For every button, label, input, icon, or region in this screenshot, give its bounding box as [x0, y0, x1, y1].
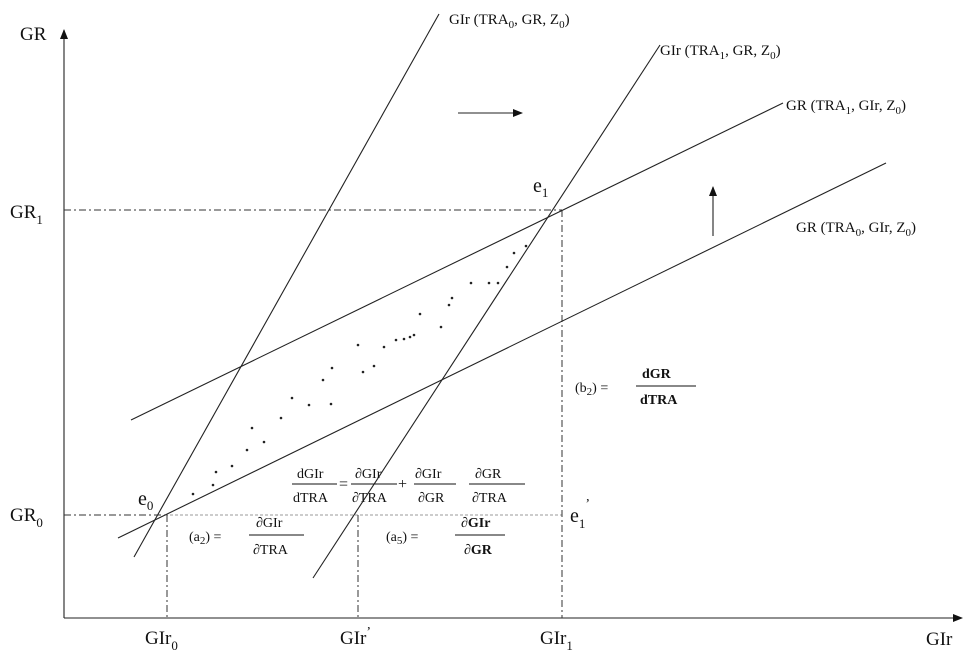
- svg-text:(a5) =: (a5) =: [386, 530, 419, 547]
- adjustment-path-dots: [191, 244, 528, 496]
- path-dot: [496, 281, 500, 285]
- x-tick-gir1: GIr1: [540, 628, 573, 653]
- svg-text:∂GR: ∂GR: [475, 467, 502, 482]
- path-dot: [191, 492, 195, 496]
- path-dot: [524, 244, 528, 248]
- path-dot: [211, 483, 215, 487]
- path-dot: [279, 416, 283, 420]
- total-derivative-equation: dGIr dTRA = ∂GIr ∂TRA + ∂GIr ∂GR ∂GR ∂TR…: [292, 467, 525, 506]
- path-dot: [450, 296, 454, 300]
- point-e1: e1: [533, 175, 548, 200]
- svg-text:dTRA: dTRA: [640, 393, 678, 408]
- path-dot: [250, 426, 254, 430]
- point-e1-prime: e1’: [570, 497, 590, 531]
- svg-text:∂GIr: ∂GIr: [256, 516, 283, 531]
- path-dot: [245, 448, 249, 452]
- svg-text:(b2) =: (b2) =: [575, 381, 608, 398]
- a5-equation: (a5) = ∂GIr ∂GR: [386, 516, 505, 558]
- svg-text:=: =: [339, 476, 348, 493]
- path-dot: [382, 345, 386, 349]
- path-dot: [447, 303, 451, 307]
- svg-text:∂TRA: ∂TRA: [253, 543, 289, 558]
- svg-text:dGIr: dGIr: [297, 467, 324, 482]
- svg-text:∂GIr: ∂GIr: [461, 516, 490, 531]
- path-dot: [290, 396, 294, 400]
- y-tick-gr0: GR0: [10, 505, 43, 530]
- gr-tra1-label: GR (TRA1, GIr, Z0): [786, 98, 906, 117]
- svg-text:∂GIr: ∂GIr: [355, 467, 382, 482]
- path-dot: [512, 251, 516, 255]
- x-tick-gir0: GIr0: [145, 628, 178, 653]
- gr-tra0-label: GR (TRA0, GIr, Z0): [796, 220, 916, 239]
- gr-curve-tra1: [130, 102, 784, 421]
- svg-text:∂TRA: ∂TRA: [352, 491, 388, 506]
- path-dot: [230, 464, 234, 468]
- svg-text:+: +: [398, 476, 407, 493]
- point-e0: e0: [138, 488, 153, 513]
- b2-equation: (b2) = dGR dTRA: [575, 367, 696, 408]
- gr-curve-tra0: [117, 162, 887, 539]
- path-dot: [412, 333, 416, 337]
- path-dot: [408, 335, 412, 339]
- path-dot: [361, 370, 365, 374]
- path-dot: [356, 343, 360, 347]
- path-dot: [262, 440, 266, 444]
- gir-curve-tra1: [312, 44, 661, 579]
- path-dot: [321, 378, 325, 382]
- svg-text:∂GR: ∂GR: [464, 543, 493, 558]
- svg-text:dTRA: dTRA: [293, 491, 329, 506]
- svg-text:∂GIr: ∂GIr: [415, 467, 442, 482]
- svg-text:∂GR: ∂GR: [418, 491, 445, 506]
- gir-tra0-label: GIr (TRA0, GR, Z0): [449, 12, 570, 31]
- path-dot: [469, 281, 473, 285]
- path-dot: [418, 312, 422, 316]
- gir-tra1-label: GIr (TRA1, GR, Z0): [660, 43, 781, 62]
- x-tick-gir-prime: GIr’: [340, 625, 371, 649]
- path-dot: [402, 337, 406, 341]
- x-axis-label: GIr: [926, 629, 953, 650]
- y-tick-gr1: GR1: [10, 202, 43, 227]
- path-dot: [505, 265, 509, 269]
- gir-curve-tra0: [133, 13, 440, 558]
- y-axis-label: GR: [20, 24, 47, 45]
- path-dot: [394, 338, 398, 342]
- svg-text:dGR: dGR: [642, 367, 672, 382]
- path-dot: [439, 325, 443, 329]
- svg-text:(a2) =: (a2) =: [189, 530, 222, 547]
- path-dot: [487, 281, 491, 285]
- svg-text:∂TRA: ∂TRA: [472, 491, 508, 506]
- path-dot: [214, 470, 218, 474]
- path-dot: [330, 366, 334, 370]
- path-dot: [307, 403, 311, 407]
- a2-equation: (a2) = ∂GIr ∂TRA: [189, 516, 304, 558]
- path-dot: [372, 364, 376, 368]
- path-dot: [329, 402, 333, 406]
